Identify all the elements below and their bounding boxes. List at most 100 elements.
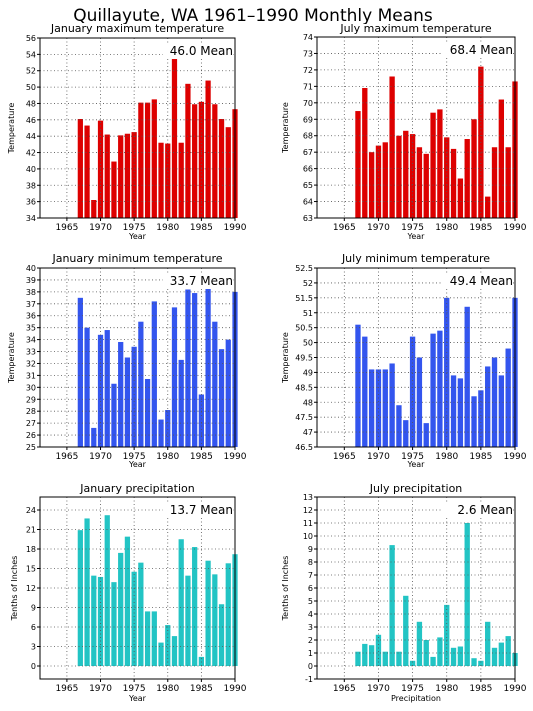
y-tick-label: 27 — [26, 419, 36, 428]
bar-1984 — [192, 293, 198, 447]
x-tick-label: 1975 — [401, 452, 424, 462]
bar-1982 — [178, 142, 184, 218]
bar-1968 — [362, 88, 368, 218]
bar-1976 — [416, 621, 423, 666]
y-tick-label: 36 — [26, 198, 36, 207]
bar-1979 — [158, 642, 164, 666]
bar-1979 — [437, 109, 443, 218]
x-tick-label: 1985 — [469, 223, 492, 233]
y-tick-label: 32 — [26, 359, 36, 368]
bar-1980 — [444, 604, 450, 666]
y-tick-label: 30 — [26, 383, 36, 392]
y-tick-label: 50 — [303, 339, 313, 348]
y-tick-label: 49 — [303, 368, 313, 377]
y-tick-label: 5 — [308, 597, 313, 606]
y-tick-label: 3 — [31, 643, 36, 652]
y-axis-label: Temperature — [281, 332, 290, 384]
y-tick-label: 3 — [308, 623, 313, 632]
bar-1973 — [118, 552, 124, 666]
x-axis-label: Year — [407, 460, 426, 469]
x-tick-label: 1970 — [367, 452, 390, 462]
y-tick-label: 56 — [26, 34, 36, 43]
bar-1969 — [368, 369, 375, 447]
chart-july-minimum-temperature: July minimum temperature 46.5 47 47.5 48 48.5… — [281, 252, 527, 469]
bar-1971 — [382, 142, 388, 218]
y-tick-label: 28 — [26, 407, 36, 416]
bar-1976 — [138, 321, 144, 447]
plot-frame — [39, 496, 236, 680]
y-tick-label: 49.5 — [295, 354, 313, 363]
bar-1971 — [104, 330, 110, 447]
bar-1967 — [77, 119, 83, 218]
mean-annotation-bg — [163, 43, 233, 59]
x-tick-label: 1980 — [156, 684, 179, 694]
x-tick-label: 1990 — [504, 223, 527, 233]
y-tick-label: 15 — [26, 565, 36, 574]
y-axis-label: Temperature — [7, 103, 16, 155]
y-tick-label: 2 — [308, 636, 313, 645]
y-tick-label: 12 — [303, 506, 313, 515]
bar-1967 — [355, 651, 361, 666]
chart-january-minimum-temperature: January minimum temperature 25 26 27 28 29 30 3… — [7, 252, 247, 469]
bar-1983 — [185, 575, 191, 666]
x-tick-label: 1985 — [190, 452, 213, 462]
bar-1984 — [192, 104, 198, 218]
chart-july-precipitation: July precipitation-101234567891011121319… — [281, 482, 527, 703]
y-tick-label: 50 — [26, 83, 36, 92]
bar-1989 — [505, 348, 511, 447]
x-tick-label: 1965 — [333, 684, 356, 694]
bar-1980 — [165, 410, 171, 447]
bar-1979 — [158, 142, 164, 218]
bar-1989 — [505, 636, 511, 666]
bar-1967 — [77, 530, 83, 666]
bar-1969 — [91, 427, 97, 447]
bar-1968 — [84, 518, 90, 666]
bar-1976 — [138, 562, 144, 666]
y-tick-label: 6 — [308, 584, 313, 593]
bar-1983 — [464, 523, 470, 666]
bar-1984 — [471, 119, 477, 218]
bar-1967 — [355, 111, 361, 218]
bar-1973 — [396, 135, 402, 218]
bar-1987 — [212, 321, 218, 447]
bar-1981 — [450, 375, 457, 447]
bar-1978 — [430, 656, 436, 666]
y-tick-label: 7 — [308, 571, 313, 580]
bar-1984 — [471, 396, 477, 447]
y-tick-label: 71 — [303, 82, 313, 91]
y-tick-label: 18 — [26, 545, 36, 554]
bar-1989 — [225, 563, 231, 666]
y-tick-label: 63 — [303, 214, 313, 223]
y-tick-label: 74 — [303, 33, 313, 42]
y-tick-label: 52 — [303, 279, 313, 288]
bar-1984 — [192, 547, 198, 666]
plot-frame — [316, 267, 516, 448]
bar-1976 — [416, 147, 423, 218]
y-tick-label: 64 — [303, 198, 313, 207]
bar-1988 — [218, 349, 225, 447]
bar-1987 — [491, 357, 498, 447]
x-tick-label: 1980 — [435, 223, 458, 233]
bar-1977 — [144, 378, 151, 447]
mean-annotation: 46.0 Mean — [170, 44, 233, 58]
x-tick-label: 1990 — [504, 684, 527, 694]
x-tick-label: 1965 — [55, 452, 78, 462]
bar-1986 — [205, 560, 211, 666]
bar-1986 — [485, 366, 491, 447]
bar-1974 — [124, 357, 131, 447]
bar-1971 — [382, 369, 388, 447]
bar-1973 — [118, 135, 124, 218]
y-tick-label: 39 — [26, 276, 36, 285]
x-axis-label: Year — [407, 232, 426, 241]
bar-1983 — [464, 139, 470, 218]
y-axis-label: Tenths of Inches — [281, 556, 290, 622]
mean-annotation: 49.4 Mean — [450, 274, 513, 288]
x-tick-label: 1980 — [435, 452, 458, 462]
y-tick-label: 72 — [303, 66, 313, 75]
bar-1972 — [389, 545, 395, 666]
bar-1975 — [409, 660, 416, 666]
bar-1979 — [437, 637, 443, 666]
chart-title: July minimum temperature — [341, 252, 490, 265]
bar-1969 — [368, 152, 375, 218]
plot-frame — [39, 37, 236, 219]
